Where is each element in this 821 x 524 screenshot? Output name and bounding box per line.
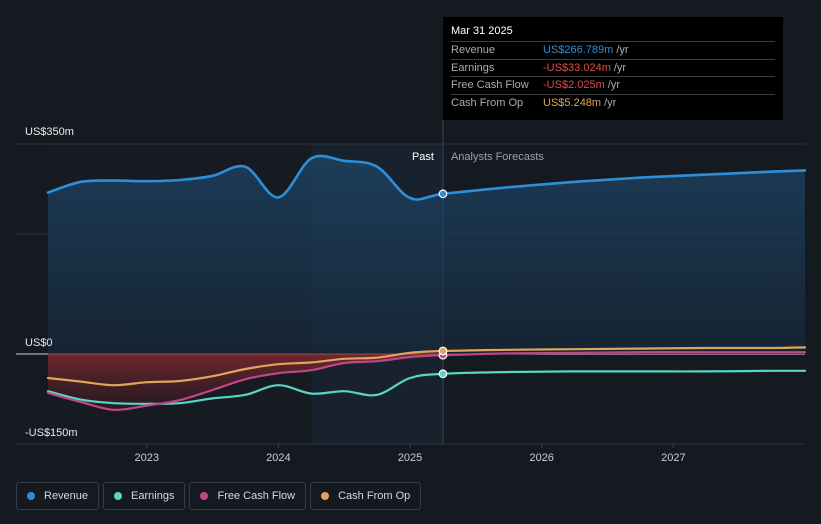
tooltip: Mar 31 2025 Revenue US$266.789m /yr Earn…: [443, 17, 783, 120]
y-tick-label: -US$150m: [25, 427, 78, 439]
tooltip-unit: /yr: [613, 61, 627, 74]
legend-item-earnings[interactable]: Earnings: [103, 482, 186, 510]
tooltip-row-earnings: Earnings -US$33.024m /yr: [451, 58, 775, 77]
legend-label: Earnings: [131, 490, 175, 502]
series-line-revenue: [46, 154, 807, 201]
x-tick-label: 2025: [398, 452, 422, 464]
series-line-earnings: [46, 369, 807, 405]
tooltip-unit: /yr: [616, 44, 629, 56]
series-areas: [48, 155, 805, 410]
tooltip-label: Free Cash Flow: [451, 79, 529, 91]
data-point-revenue: [438, 189, 448, 199]
legend-label: Free Cash Flow: [217, 490, 296, 502]
tooltip-value: -US$33.024m: [543, 61, 611, 74]
tooltip-unit: /yr: [604, 96, 617, 109]
series-line-cash-from-op: [46, 346, 807, 387]
x-tick-label: 2024: [266, 452, 290, 464]
x-tick-label: 2026: [529, 452, 553, 464]
y-tick-label: US$350m: [25, 126, 74, 138]
tooltip-label: Cash From Op: [451, 96, 524, 109]
tooltip-value: -US$2.025m: [543, 79, 605, 91]
axis-labels: US$350m US$0 -US$150m 2023 2024 2025 2026 2027 P…: [25, 126, 686, 464]
tooltip-date: Mar 31 2025: [451, 25, 513, 37]
legend-dot-icon: [27, 492, 35, 500]
revenue-area: [48, 155, 805, 354]
series-lines: [46, 154, 807, 411]
negative-area: [48, 354, 443, 410]
x-tick-label: 2027: [661, 452, 685, 464]
series-points: [438, 189, 448, 379]
tooltip-unit: /yr: [607, 79, 620, 91]
tooltip-value: US$266.789m: [543, 44, 614, 56]
tooltip-value: US$5.248m: [543, 96, 602, 109]
legend-item-cash-from-op[interactable]: Cash From Op: [310, 482, 422, 510]
y-tick-label: US$0: [25, 337, 53, 349]
tooltip-label: Earnings: [451, 61, 495, 74]
legend-dot-icon: [200, 492, 209, 500]
tooltip-row-free-cash-flow: Free Cash Flow -US$2.025m /yr: [451, 76, 775, 94]
data-point-earnings: [438, 369, 448, 379]
past-label: Past: [412, 151, 434, 163]
legend-label: Revenue: [44, 490, 89, 502]
data-point-cash-from-op: [438, 346, 448, 356]
tooltip-label: Revenue: [451, 44, 496, 56]
tooltip-row-cash-from-op: Cash From Op US$5.248m /yr: [451, 93, 775, 112]
tooltip-row-revenue: Revenue US$266.789m /yr: [451, 41, 775, 59]
series-line-free-cash-flow: [46, 351, 807, 411]
legend-label: Cash From Op: [338, 490, 411, 502]
legend-dot-icon: [114, 492, 123, 500]
forecast-label: Analysts Forecasts: [451, 151, 544, 163]
legend-item-free-cash-flow[interactable]: Free Cash Flow: [189, 482, 307, 510]
legend-dot-icon: [321, 492, 330, 500]
x-tick-label: 2023: [134, 452, 158, 464]
legend: Revenue Earnings Free Cash Flow Cash Fro…: [16, 482, 422, 510]
legend-item-revenue[interactable]: Revenue: [16, 482, 100, 510]
